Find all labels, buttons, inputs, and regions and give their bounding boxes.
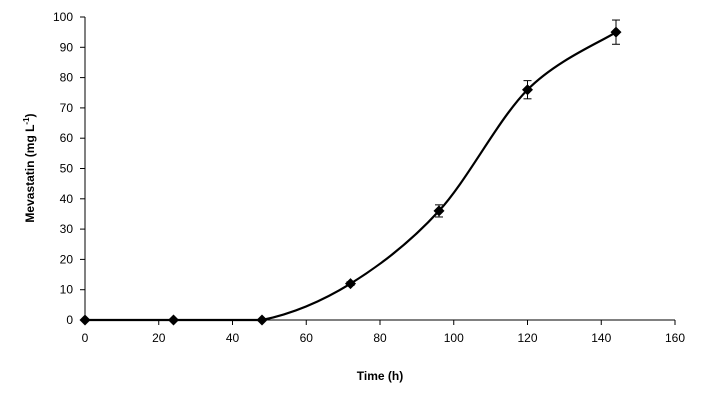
y-tick-label: 60 [60, 131, 74, 145]
x-tick-label: 60 [300, 331, 314, 345]
x-tick-label: 40 [226, 331, 240, 345]
y-axis-title-close: ) [23, 113, 37, 117]
data-point [79, 314, 91, 326]
x-tick-label: 160 [665, 331, 685, 345]
x-tick-label: 20 [152, 331, 166, 345]
x-tick-label: 140 [591, 331, 611, 345]
x-tick-label: 120 [517, 331, 537, 345]
data-point [433, 205, 445, 217]
series-curve [84, 31, 617, 322]
y-axis-title-superscript: -1 [22, 117, 31, 125]
x-tick-label: 80 [373, 331, 387, 345]
x-axis-ticks: 0 20 40 60 80 100 120 140 160 [82, 320, 685, 345]
axes [84, 17, 675, 321]
y-tick-label: 40 [60, 192, 74, 206]
error-bars [346, 19, 620, 286]
y-tick-label: 90 [60, 40, 74, 54]
y-tick-label: 20 [60, 252, 74, 266]
y-tick-label: 0 [66, 313, 73, 327]
x-axis-title: Time (h) [357, 369, 403, 383]
y-tick-label: 100 [53, 10, 73, 24]
data-point [345, 278, 356, 290]
y-tick-label: 80 [60, 71, 74, 85]
y-axis-title: Mevastatin (mg L-1) [22, 113, 37, 222]
x-tick-label: 100 [444, 331, 464, 345]
data-point [610, 26, 622, 38]
y-tick-label: 30 [60, 222, 74, 236]
y-axis-title-main: Mevastatin (mg L [23, 125, 37, 223]
data-markers [79, 26, 622, 326]
x-tick-label: 0 [82, 331, 89, 345]
y-axis-ticks: 0 10 20 30 40 50 60 70 80 90 100 [53, 10, 85, 327]
data-point [522, 84, 533, 96]
y-tick-label: 50 [60, 162, 74, 176]
y-tick-label: 70 [60, 101, 74, 115]
y-tick-label: 10 [60, 283, 74, 297]
data-point [168, 314, 179, 326]
data-point [256, 314, 268, 326]
